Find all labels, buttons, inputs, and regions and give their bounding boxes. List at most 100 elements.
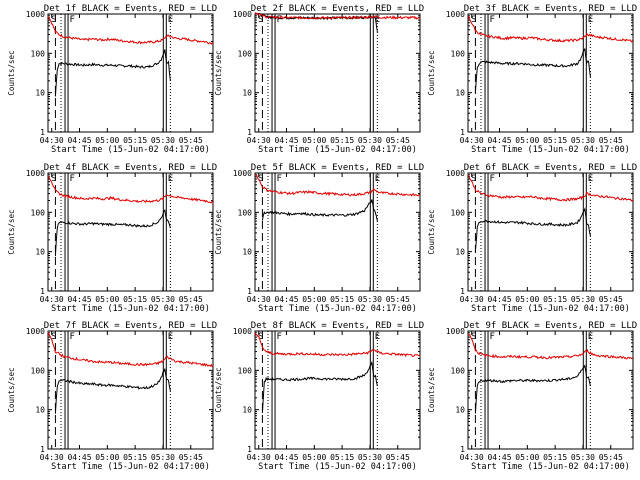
marker-label-S: S	[51, 332, 56, 342]
y-tick-label: 10	[242, 248, 252, 257]
marker-label-F: F	[277, 15, 282, 25]
y-axis-label: Counts/sec	[427, 367, 436, 412]
y-tick-label: 1000	[446, 327, 465, 336]
y-tick-label: 10	[242, 89, 252, 98]
axes-frame	[47, 172, 214, 292]
x-tick-label: 05:15	[330, 453, 354, 462]
axes-frame	[47, 13, 214, 133]
y-axis-label: Counts/sec	[214, 209, 223, 254]
x-tick-label: 05:15	[123, 295, 147, 304]
marker-label-S: S	[258, 15, 263, 25]
y-tick-label: 1000	[233, 327, 252, 336]
series-events	[474, 207, 591, 252]
x-tick-label: 05:30	[358, 136, 382, 145]
panel-title: Det 9f BLACK = Events, RED = LLD	[464, 321, 637, 331]
panel-title: Det 8f BLACK = Events, RED = LLD	[251, 321, 424, 331]
axes-frame	[254, 330, 421, 450]
x-tick-label: 05:15	[123, 453, 147, 462]
marker-label-F: F	[70, 332, 75, 342]
x-tick-label: 04:30	[247, 136, 271, 145]
series-lld	[467, 333, 634, 360]
y-tick-label: 1	[247, 287, 252, 296]
x-tick-label: 05:00	[95, 136, 119, 145]
panel-det-3f: Det 3f BLACK = Events, RED = LLD 1 10 100 10…	[427, 4, 637, 155]
y-tick-label: 1000	[233, 10, 252, 19]
axes-frame	[47, 330, 214, 450]
y-axis-label: Counts/sec	[427, 50, 436, 95]
y-axis-label: Counts/sec	[214, 50, 223, 95]
y-tick-label: 10	[455, 89, 465, 98]
series-events	[474, 364, 591, 414]
y-tick-label: 100	[238, 208, 253, 217]
panel-det-1f: Det 1f BLACK = Events, RED = LLD 1 10 100 10…	[7, 4, 217, 155]
x-tick-label: 05:30	[358, 453, 382, 462]
x-tick-label: 04:45	[487, 136, 511, 145]
x-tick-label: 05:45	[179, 136, 203, 145]
series-events	[54, 368, 171, 414]
x-tick-label: 05:30	[571, 453, 595, 462]
y-tick-label: 1	[40, 287, 45, 296]
marker-label-F: F	[70, 15, 75, 25]
marker-label-F: F	[70, 174, 75, 184]
panel-title: Det 2f BLACK = Events, RED = LLD	[251, 4, 424, 14]
panel-det-4f: Det 4f BLACK = Events, RED = LLD 1 10 100 10…	[7, 163, 217, 314]
x-axis-label: Start Time (15-Jun-02 04:17:00)	[51, 145, 210, 155]
x-tick-label: 04:30	[460, 453, 484, 462]
panel-title: Det 1f BLACK = Events, RED = LLD	[44, 4, 217, 14]
x-axis-label: Start Time (15-Jun-02 04:17:00)	[258, 462, 417, 472]
x-tick-label: 05:00	[95, 453, 119, 462]
x-tick-label: 05:45	[386, 453, 410, 462]
series-events	[254, 12, 378, 32]
series-events	[261, 360, 378, 414]
y-tick-label: 100	[451, 49, 466, 58]
series-lld	[254, 12, 421, 20]
x-tick-label: 05:45	[599, 136, 623, 145]
marker-label-S: S	[471, 174, 476, 184]
y-tick-label: 1000	[26, 169, 45, 178]
x-tick-label: 05:45	[386, 295, 410, 304]
axes-frame	[254, 13, 421, 133]
y-tick-label: 1000	[233, 169, 252, 178]
x-tick-label: 05:45	[599, 295, 623, 304]
panel-det-8f: Det 8f BLACK = Events, RED = LLD 1 10 100 10…	[214, 321, 424, 472]
panel-title: Det 5f BLACK = Events, RED = LLD	[251, 163, 424, 173]
x-tick-label: 05:00	[302, 136, 326, 145]
x-tick-label: 05:45	[179, 295, 203, 304]
series-lld	[47, 175, 214, 204]
x-tick-label: 05:30	[151, 136, 175, 145]
x-tick-label: 05:15	[330, 136, 354, 145]
marker-label-S: S	[258, 174, 263, 184]
x-tick-label: 04:30	[460, 295, 484, 304]
y-axis-label: Counts/sec	[7, 209, 16, 254]
series-lld	[254, 332, 421, 358]
y-tick-label: 100	[238, 366, 253, 375]
x-tick-label: 05:00	[515, 453, 539, 462]
x-tick-label: 05:30	[571, 136, 595, 145]
x-axis-label: Start Time (15-Jun-02 04:17:00)	[51, 304, 210, 314]
y-tick-label: 10	[35, 248, 45, 257]
marker-label-S: S	[471, 332, 476, 342]
marker-label-F: F	[277, 332, 282, 342]
x-tick-label: 04:45	[487, 453, 511, 462]
y-tick-label: 1	[460, 287, 465, 296]
panel-title: Det 4f BLACK = Events, RED = LLD	[44, 163, 217, 173]
y-tick-label: 100	[31, 366, 46, 375]
x-tick-label: 04:45	[67, 295, 91, 304]
y-tick-label: 1	[460, 128, 465, 137]
x-tick-label: 05:15	[330, 295, 354, 304]
panel-title: Det 6f BLACK = Events, RED = LLD	[464, 163, 637, 173]
axes-frame	[467, 330, 634, 450]
y-tick-label: 100	[451, 366, 466, 375]
series-lld	[47, 15, 214, 45]
x-axis-label: Start Time (15-Jun-02 04:17:00)	[471, 304, 630, 314]
x-tick-label: 04:30	[40, 453, 64, 462]
y-tick-label: 1000	[26, 10, 45, 19]
series-events	[54, 209, 171, 257]
x-tick-label: 05:00	[515, 136, 539, 145]
axes-frame	[467, 172, 634, 292]
axes-frame	[254, 172, 421, 292]
y-tick-label: 1	[40, 445, 45, 454]
x-tick-label: 05:30	[571, 295, 595, 304]
x-tick-label: 05:30	[151, 453, 175, 462]
